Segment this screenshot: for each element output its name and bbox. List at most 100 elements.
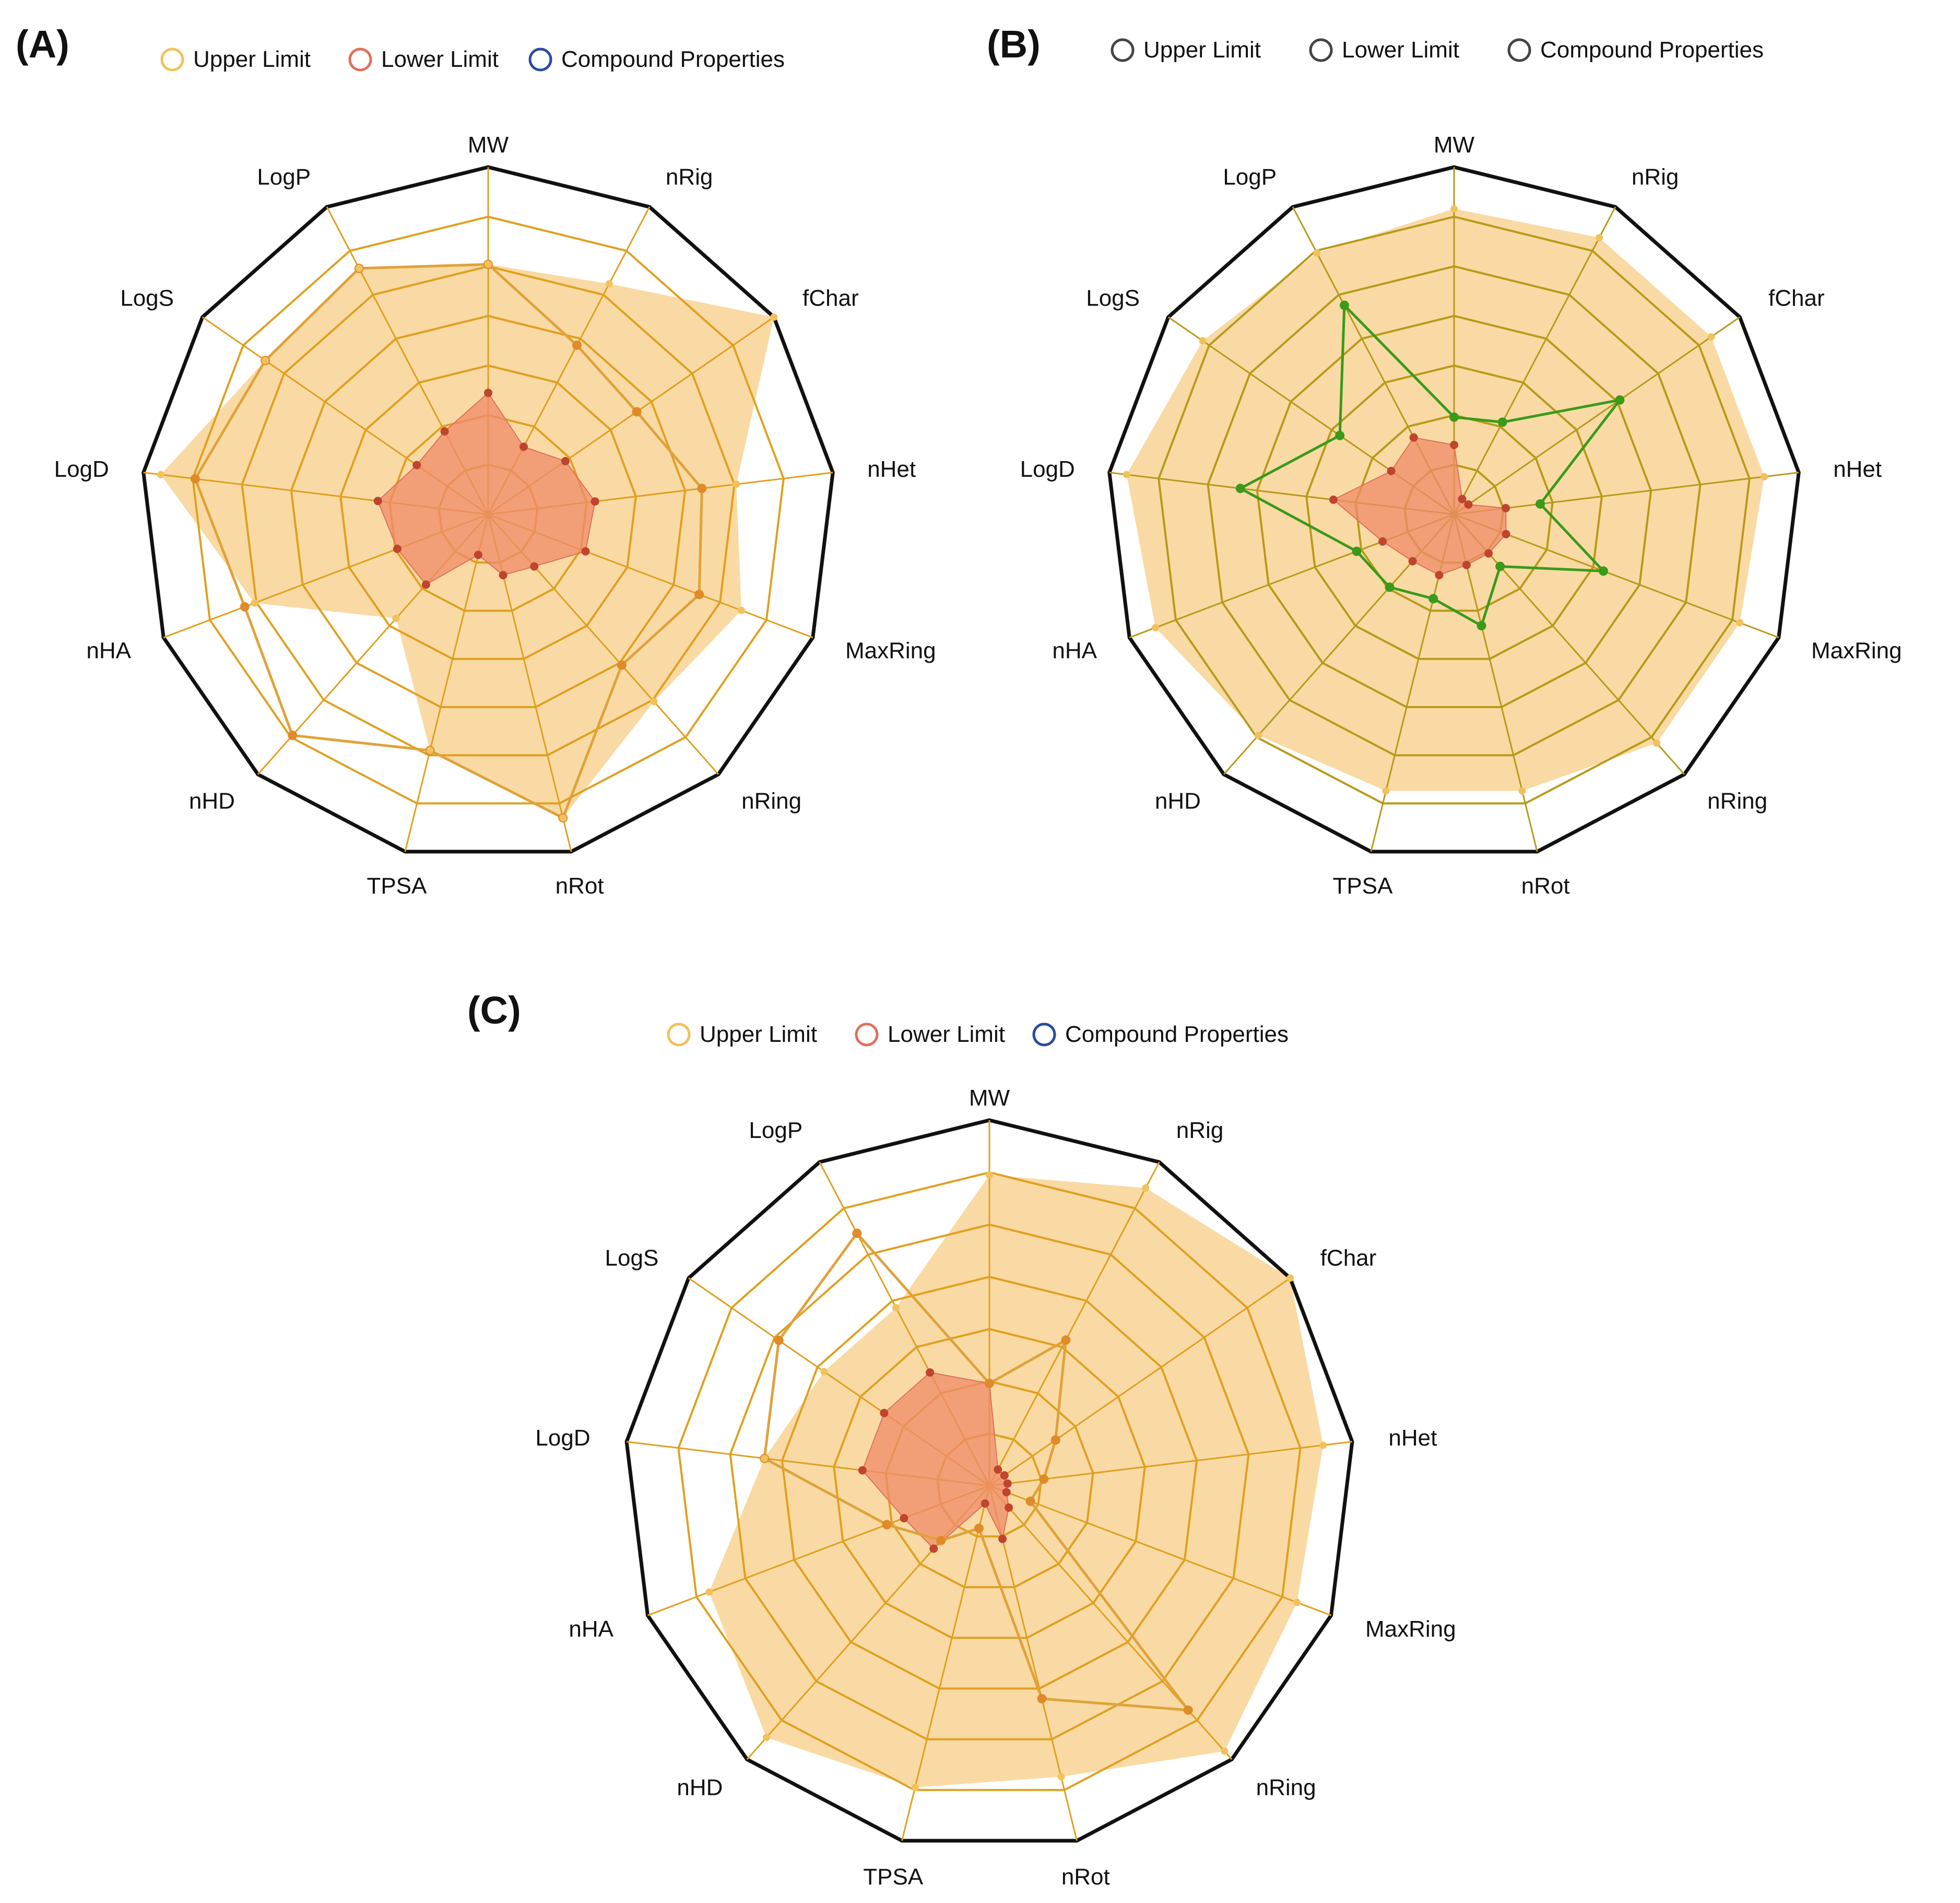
legend-label-upper-limit: Upper Limit xyxy=(1143,37,1261,63)
upper-point-nring xyxy=(1221,1747,1229,1755)
compound-point-nring xyxy=(617,660,627,670)
web-ring xyxy=(241,265,736,757)
compound-point-nhet xyxy=(697,484,707,494)
spoke-nrot xyxy=(1453,514,1538,852)
upper-point-nrig xyxy=(605,280,613,288)
axis-label-tpsa: TPSA xyxy=(863,1864,924,1890)
lower-point-fchar xyxy=(561,457,570,465)
axis-label-nhet: nHet xyxy=(1833,456,1882,482)
lower-point-maxring xyxy=(1502,530,1510,538)
axis-label-tpsa: TPSA xyxy=(1332,873,1393,899)
lower-point-logp xyxy=(1409,433,1418,442)
legend-marker-lower-limit xyxy=(855,1023,879,1047)
axis-label-nrig: nRig xyxy=(1176,1118,1224,1143)
compound-point-nha xyxy=(1352,546,1362,556)
upper-point-nhd xyxy=(762,1734,770,1741)
legend-label-upper-limit: Upper Limit xyxy=(193,46,311,72)
spoke-nrig xyxy=(988,1161,1160,1486)
spoke-nhet xyxy=(1454,472,1799,515)
upper-point-nrot xyxy=(1057,1773,1065,1781)
lower-point-logp xyxy=(926,1368,935,1377)
web-ring xyxy=(1158,215,1751,805)
compound-point-nha xyxy=(240,602,250,612)
upper-point-nhet xyxy=(1319,1441,1327,1449)
upper-point-nha xyxy=(1152,624,1159,631)
axis-label-tpsa: TPSA xyxy=(367,873,427,899)
axis-label-fchar: fChar xyxy=(802,286,859,311)
legend-marker-compound-properties xyxy=(1507,38,1531,62)
outer-frame xyxy=(624,1118,1354,1843)
lower-point-nrot xyxy=(1462,560,1471,569)
compound-point-nhd xyxy=(936,1535,946,1545)
panel-label: (A) xyxy=(16,22,69,66)
upper-point-logd xyxy=(1123,471,1130,478)
upper-point-fchar xyxy=(1707,333,1715,340)
axis-label-nring: nRing xyxy=(1707,789,1767,814)
web-ring xyxy=(192,215,785,805)
upper-point-nring xyxy=(650,698,658,706)
lower-point-nhet xyxy=(591,497,599,506)
upper-point-maxring xyxy=(1293,1599,1301,1606)
upper-point-mw xyxy=(1450,205,1458,213)
axis-label-nhd: nHD xyxy=(1155,789,1201,814)
lower-point-logs xyxy=(412,461,421,469)
legend-marker-compound-properties xyxy=(1032,1023,1056,1047)
lower-point-logd xyxy=(858,1466,867,1475)
upper-point-maxring xyxy=(1736,619,1744,627)
axis-label-logs: LogS xyxy=(605,1246,659,1271)
lower-limit-area xyxy=(377,392,596,585)
lower-point-nring xyxy=(1484,549,1493,558)
lower-point-maxring xyxy=(581,547,590,556)
web-ring xyxy=(339,364,637,660)
spoke-maxring xyxy=(989,1485,1332,1616)
compound-point-nrot xyxy=(1037,1694,1047,1704)
compound-point-logd xyxy=(1235,484,1245,494)
lower-point-logd xyxy=(373,497,382,506)
upper-point-nrot xyxy=(559,814,567,822)
lower-point-nha xyxy=(900,1514,908,1523)
web-ring xyxy=(833,1328,1146,1639)
upper-point-nrig xyxy=(1142,1184,1150,1192)
upper-point-mw xyxy=(986,1171,993,1179)
upper-point-fchar xyxy=(770,313,778,321)
legend-marker-lower-limit xyxy=(1309,38,1333,62)
radar-panel-c: (C) Upper Limit Lower Limit Compound Proper… xyxy=(467,989,1456,1890)
axis-label-logd: LogD xyxy=(535,1425,590,1451)
compound-point-nha xyxy=(882,1520,892,1530)
compound-point-mw xyxy=(985,1379,994,1388)
upper-point-logp xyxy=(892,1304,900,1312)
axis-label-nring: nRing xyxy=(1256,1775,1316,1800)
upper-point-fchar xyxy=(1286,1274,1294,1282)
axis-label-nha: nHA xyxy=(1052,638,1097,663)
upper-point-nhd xyxy=(392,615,400,622)
web-ring xyxy=(1256,314,1652,708)
compound-point-mw xyxy=(1449,412,1459,422)
lower-point-tpsa xyxy=(474,550,482,559)
lower-point-logd xyxy=(1329,495,1338,504)
compound-point-maxring xyxy=(694,590,704,600)
legend-marker-upper-limit xyxy=(667,1023,691,1047)
upper-point-logs xyxy=(1199,337,1207,345)
axis-label-nha: nHA xyxy=(86,638,131,663)
lower-point-logs xyxy=(880,1408,889,1417)
upper-point-nhd xyxy=(1255,732,1262,739)
axis-label-logp: LogP xyxy=(749,1118,802,1143)
axis-label-nhd: nHD xyxy=(189,789,235,814)
lower-point-nring xyxy=(530,562,539,571)
axis-label-maxring: MaxRing xyxy=(845,638,936,663)
lower-point-nrot xyxy=(499,571,507,580)
web-ring xyxy=(290,314,687,708)
legend-marker-compound-properties xyxy=(528,48,552,72)
upper-point-nrig xyxy=(1596,234,1603,242)
upper-point-mw xyxy=(485,261,492,268)
upper-point-logs xyxy=(262,357,269,365)
web-ring xyxy=(1207,265,1702,757)
axis-label-fchar: fChar xyxy=(1768,286,1825,311)
lower-point-fchar xyxy=(1464,500,1473,509)
compound-point-nhd xyxy=(288,731,298,741)
web-ring xyxy=(729,1223,1250,1741)
spoke-tpsa xyxy=(404,514,489,852)
outer-frame xyxy=(1107,165,1801,854)
upper-point-nha xyxy=(251,599,258,607)
axis-label-nrot: nRot xyxy=(1061,1864,1110,1890)
